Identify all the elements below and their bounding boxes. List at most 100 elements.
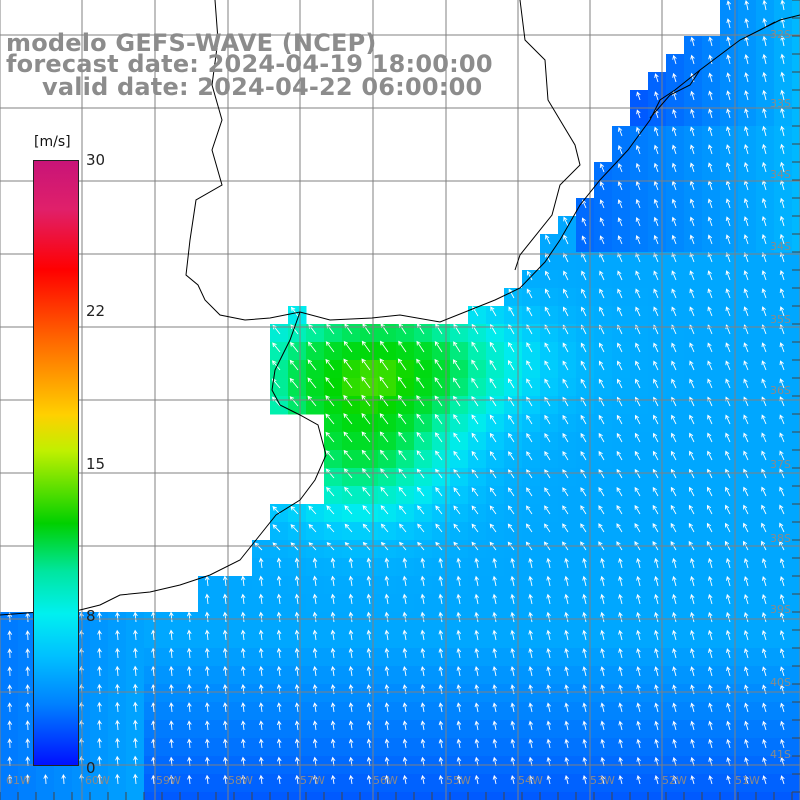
field-cell (306, 594, 325, 613)
wind-arrow (564, 738, 570, 749)
field-cell (378, 702, 397, 721)
wind-arrow (417, 523, 425, 533)
field-cell (612, 594, 631, 613)
field-cell (612, 720, 631, 739)
wind-arrow (634, 486, 641, 497)
wind-arrow (205, 702, 210, 713)
wind-arrow (544, 360, 551, 371)
wind-arrow (453, 450, 461, 461)
field-cell (756, 144, 775, 163)
wind-arrow (471, 341, 479, 353)
wind-arrow (581, 270, 587, 281)
wind-arrow (672, 72, 677, 83)
field-cell (324, 720, 343, 739)
field-cell (378, 792, 397, 800)
field-cell (342, 684, 361, 703)
lat-label-38s: 38S (770, 532, 791, 545)
wind-arrow (402, 629, 408, 641)
field-cell (288, 702, 307, 721)
field-cell (252, 576, 271, 595)
field-cell (738, 630, 757, 649)
wind-arrow (635, 306, 641, 317)
wind-arrow (544, 414, 551, 425)
wind-arrow (725, 360, 731, 371)
field-cell (126, 774, 145, 793)
field-cell (252, 648, 271, 667)
field-cell (306, 612, 325, 631)
wind-arrow (361, 358, 371, 371)
field-cell (54, 774, 73, 793)
wind-arrow (510, 684, 516, 695)
wind-arrow (7, 720, 13, 731)
field-cell (432, 594, 451, 613)
wind-arrow (743, 306, 749, 317)
field-cell (774, 126, 793, 145)
wind-arrow (276, 629, 282, 641)
field-cell (18, 702, 37, 721)
field-cell (270, 774, 289, 793)
wind-arrow (726, 702, 731, 713)
wind-arrow (671, 162, 677, 173)
field-cell (756, 792, 775, 800)
wind-arrow (708, 575, 713, 587)
wind-arrow (617, 306, 623, 317)
wind-arrow (258, 557, 264, 569)
field-cell (756, 720, 775, 739)
wind-arrow (598, 450, 605, 461)
wind-arrow (582, 684, 587, 695)
wind-arrow (726, 720, 731, 731)
wind-arrow (580, 432, 587, 443)
field-cell (252, 612, 271, 631)
wind-arrow (97, 737, 102, 749)
wind-arrow (510, 702, 516, 713)
wind-arrow (492, 738, 498, 749)
wind-arrow (688, 486, 695, 497)
field-cell (522, 558, 541, 577)
wind-arrow (580, 487, 587, 497)
field-cell (360, 684, 379, 703)
wind-arrow (654, 575, 659, 587)
field-cell (666, 162, 685, 181)
field-cell (558, 594, 577, 613)
wind-arrow (636, 647, 641, 659)
wind-arrow (240, 593, 246, 605)
wind-arrow (526, 270, 533, 281)
field-cell (612, 702, 631, 721)
wind-arrow (654, 720, 659, 731)
wind-arrow (562, 487, 569, 497)
field-cell (738, 162, 757, 181)
field-cell (450, 594, 469, 613)
field-cell (396, 576, 415, 595)
wind-arrow (379, 340, 389, 353)
wind-arrow (600, 702, 605, 713)
field-cell (720, 792, 739, 800)
wind-arrow (545, 270, 551, 281)
field-cell (306, 576, 325, 595)
wind-arrow (706, 504, 713, 515)
wind-arrow (725, 378, 731, 389)
wind-arrow (276, 720, 282, 731)
wind-arrow (420, 684, 426, 695)
field-cell (522, 576, 541, 595)
field-cell (396, 648, 415, 667)
wind-arrow (420, 575, 426, 587)
wind-arrow (672, 684, 677, 695)
field-cell (288, 594, 307, 613)
wind-arrow (598, 342, 605, 353)
wind-arrow (762, 35, 767, 47)
field-cell (486, 558, 505, 577)
field-cell (468, 630, 487, 649)
field-cell (468, 666, 487, 685)
field-cell (720, 558, 739, 577)
wind-arrow (187, 720, 192, 731)
field-cell (126, 648, 145, 667)
wind-arrow (416, 468, 425, 479)
field-cell (558, 792, 577, 800)
field-cell (594, 558, 613, 577)
field-cell (126, 684, 145, 703)
field-cell (0, 792, 19, 800)
field-cell (342, 576, 361, 595)
wind-arrow (453, 523, 461, 533)
wind-arrow (420, 647, 426, 659)
wind-arrow (289, 359, 299, 371)
